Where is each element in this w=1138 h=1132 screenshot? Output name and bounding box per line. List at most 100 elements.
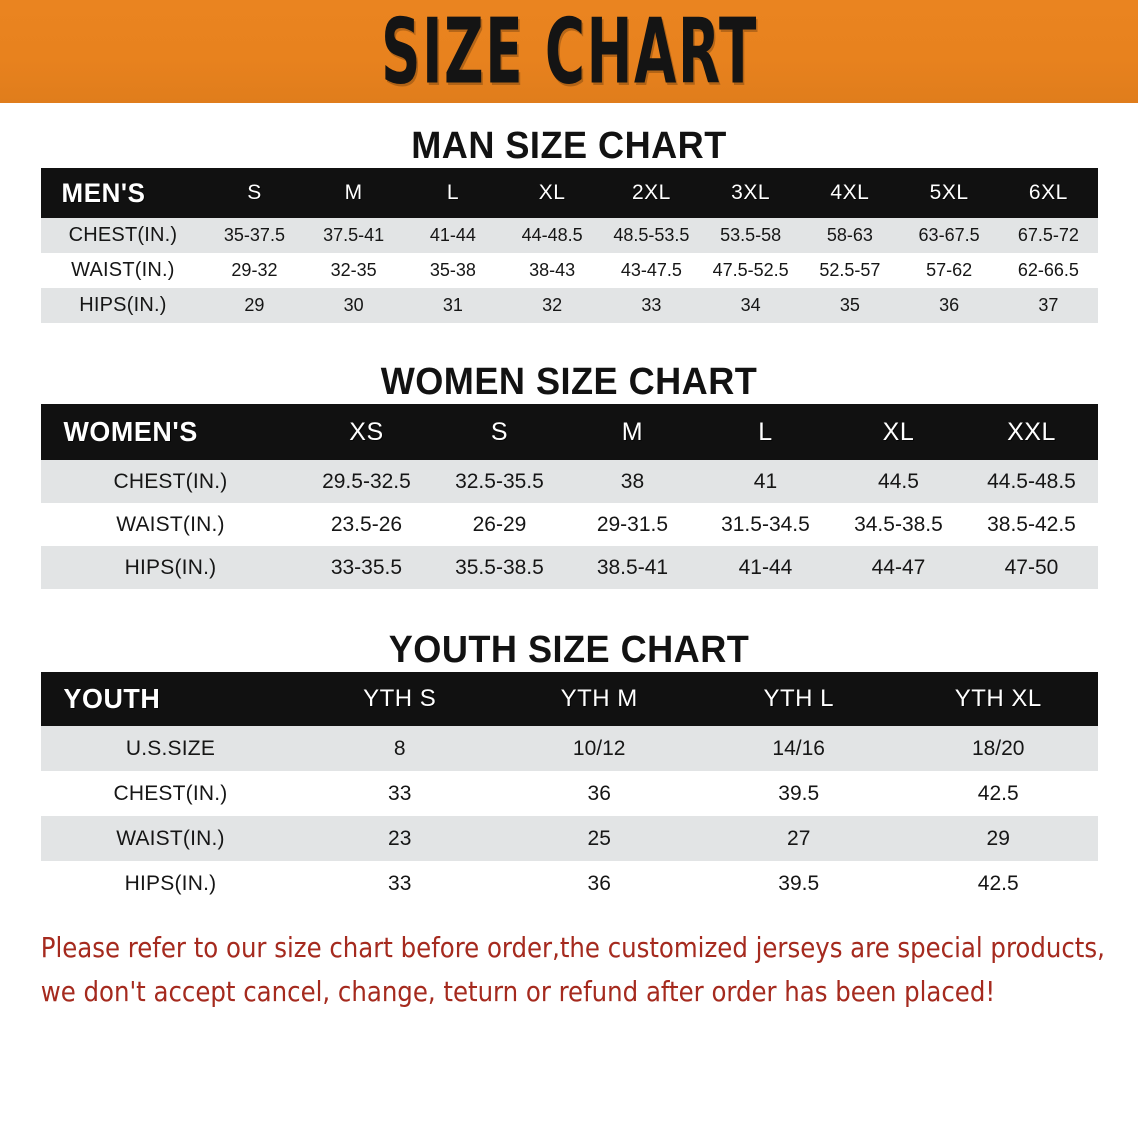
youth-size-table: YOUTH YTH S YTH M YTH L YTH XL U.S.SIZE 8 10/1… (41, 672, 1098, 906)
youth-table-row: CHEST(IN.) 33 36 39.5 42.5 (41, 771, 1098, 816)
page-title: SIZE CHART (380, 0, 758, 104)
man-cell: 57-62 (899, 253, 999, 288)
women-row-label: WAIST(IN.) (41, 503, 300, 546)
man-size-header: XL (538, 181, 566, 204)
man-size-table: MEN'S S M L XL 2XL 3XL 4XL 5XL 6XL CHEST(IN.) 35-3… (41, 168, 1098, 323)
man-cell: 52.5-57 (800, 253, 900, 288)
women-cell: 38.5-41 (565, 546, 699, 589)
man-row-label: HIPS(IN.) (41, 288, 205, 323)
youth-cell: 10/12 (499, 726, 699, 771)
youth-cell: 33 (299, 771, 500, 816)
women-header-row: WOMEN'S XS S M L XL XXL (41, 404, 1098, 460)
man-table-head: MEN'S S M L XL 2XL 3XL 4XL 5XL 6XL (41, 168, 1098, 218)
man-cell: 38-43 (502, 253, 602, 288)
youth-cell: 25 (499, 816, 699, 861)
women-cell: 32.5-35.5 (432, 460, 566, 503)
women-cell: 26-29 (432, 503, 566, 546)
man-table-row: HIPS(IN.) 29 30 31 32 33 34 35 36 37 (41, 288, 1098, 323)
youth-row-label: WAIST(IN.) (41, 816, 300, 861)
women-cell: 38 (565, 460, 699, 503)
women-cell: 41-44 (698, 546, 832, 589)
youth-size-header: YTH XL (954, 685, 1042, 712)
man-size-header: 3XL (731, 181, 771, 204)
women-section-title: WOMEN SIZE CHART (380, 361, 758, 403)
man-size-header: S (247, 181, 262, 204)
man-cell: 33 (601, 288, 701, 323)
youth-cell: 27 (698, 816, 899, 861)
man-corner-label: MEN'S (61, 177, 146, 208)
women-cell: 38.5-42.5 (964, 503, 1098, 546)
note-line-1: Please refer to our size chart before or… (40, 931, 1105, 964)
women-table-row: WAIST(IN.) 23.5-26 26-29 29-31.5 31.5-34.5 34… (41, 503, 1098, 546)
women-cell: 23.5-26 (299, 503, 433, 546)
youth-row-label: HIPS(IN.) (41, 861, 300, 906)
man-cell: 29 (204, 288, 305, 323)
women-size-header: L (758, 417, 773, 446)
women-cell: 44.5 (831, 460, 965, 503)
man-table-body: CHEST(IN.) 35-37.5 37.5-41 41-44 44-48.5 48.5… (41, 218, 1098, 323)
man-cell: 41-44 (403, 218, 503, 253)
man-row-label: CHEST(IN.) (41, 218, 205, 253)
women-cell: 44-47 (831, 546, 965, 589)
man-cell: 29-32 (204, 253, 305, 288)
youth-table-row: U.S.SIZE 8 10/12 14/16 18/20 (41, 726, 1098, 771)
women-cell: 31.5-34.5 (698, 503, 832, 546)
women-cell: 29-31.5 (565, 503, 699, 546)
man-cell: 36 (899, 288, 999, 323)
man-section-title: MAN SIZE CHART (411, 125, 727, 167)
women-table-row: CHEST(IN.) 29.5-32.5 32.5-35.5 38 41 44.5 44.5… (41, 460, 1098, 503)
youth-corner-label: YOUTH (63, 683, 161, 714)
man-cell: 47.5-52.5 (701, 253, 801, 288)
youth-cell: 33 (299, 861, 500, 906)
man-table-row: CHEST(IN.) 35-37.5 37.5-41 41-44 44-48.5 48.5… (41, 218, 1098, 253)
women-table-body: CHEST(IN.) 29.5-32.5 32.5-35.5 38 41 44.5 44.5… (41, 460, 1098, 589)
women-cell: 47-50 (964, 546, 1098, 589)
women-cell: 35.5-38.5 (432, 546, 566, 589)
youth-cell: 23 (299, 816, 500, 861)
women-table-head: WOMEN'S XS S M L XL XXL (41, 404, 1098, 460)
youth-cell: 36 (499, 861, 699, 906)
note-line-2: we don't accept cancel, change, teturn o… (40, 975, 996, 1008)
women-size-table-wrap: WOMEN'S XS S M L XL XXL CHEST(IN.) 29.5-32.5 32.… (41, 404, 1098, 589)
man-cell: 63-67.5 (899, 218, 999, 253)
man-cell: 44-48.5 (502, 218, 602, 253)
man-size-header: 6XL (1028, 181, 1068, 204)
youth-section-title: YOUTH SIZE CHART (388, 629, 750, 671)
youth-cell: 42.5 (898, 861, 1098, 906)
man-size-header: L (446, 181, 459, 204)
man-size-table-wrap: MEN'S S M L XL 2XL 3XL 4XL 5XL 6XL CHEST(IN.) 35-3… (41, 168, 1098, 323)
youth-cell: 39.5 (698, 771, 899, 816)
man-cell: 35-37.5 (204, 218, 305, 253)
man-cell: 31 (403, 288, 503, 323)
youth-cell: 8 (299, 726, 500, 771)
man-header-row: MEN'S S M L XL 2XL 3XL 4XL 5XL 6XL (41, 168, 1098, 218)
youth-header-row: YOUTH YTH S YTH M YTH L YTH XL (41, 672, 1098, 726)
women-row-label: HIPS(IN.) (41, 546, 300, 589)
youth-row-label: U.S.SIZE (41, 726, 300, 771)
youth-size-header: YTH L (763, 685, 834, 712)
youth-table-row: HIPS(IN.) 33 36 39.5 42.5 (41, 861, 1098, 906)
youth-table-head: YOUTH YTH S YTH M YTH L YTH XL (41, 672, 1098, 726)
man-cell: 58-63 (800, 218, 900, 253)
youth-cell: 18/20 (898, 726, 1098, 771)
women-size-header: S (490, 417, 509, 446)
man-cell: 30 (304, 288, 404, 323)
man-cell: 35 (800, 288, 900, 323)
women-size-header: M (621, 417, 644, 446)
man-cell: 53.5-58 (701, 218, 801, 253)
man-row-label: WAIST(IN.) (41, 253, 205, 288)
man-cell: 37.5-41 (304, 218, 404, 253)
man-size-header: 2XL (631, 181, 671, 204)
man-cell: 32 (502, 288, 602, 323)
women-cell: 33-35.5 (299, 546, 433, 589)
man-table-row: WAIST(IN.) 29-32 32-35 35-38 38-43 43-47.5 47.… (41, 253, 1098, 288)
man-cell: 67.5-72 (998, 218, 1098, 253)
women-size-header: XL (882, 417, 915, 446)
man-size-header: 4XL (830, 181, 870, 204)
man-size-header: 5XL (929, 181, 969, 204)
youth-table-body: U.S.SIZE 8 10/12 14/16 18/20 CHEST(IN.) 33 36 39… (41, 726, 1098, 906)
youth-cell: 14/16 (698, 726, 899, 771)
women-cell: 29.5-32.5 (299, 460, 433, 503)
women-row-label: CHEST(IN.) (41, 460, 300, 503)
man-cell: 43-47.5 (601, 253, 701, 288)
